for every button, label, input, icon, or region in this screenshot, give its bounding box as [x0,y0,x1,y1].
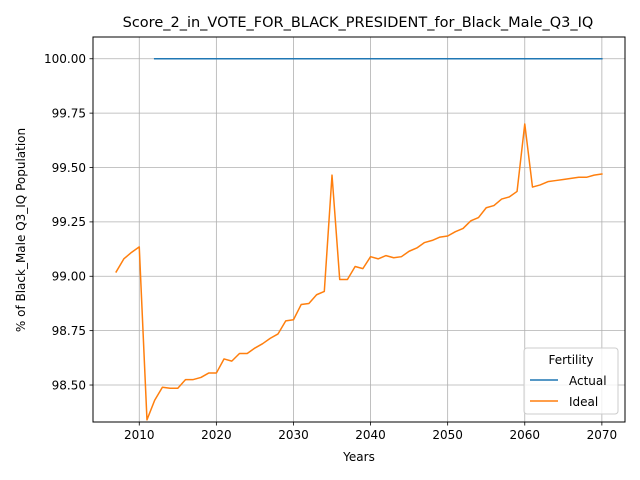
y-tick-label: 100.00 [44,52,86,66]
x-tick-label: 2010 [124,428,155,442]
y-tick-label: 98.75 [52,324,86,338]
legend-title: Fertility [548,353,593,367]
chart-title: Score_2_in_VOTE_FOR_BLACK_PRESIDENT_for_… [123,15,594,31]
series-layer [115,58,603,421]
x-tick-label: 2030 [278,428,309,442]
x-tick-label: 2050 [432,428,463,442]
legend-label-ideal: Ideal [569,395,598,409]
legend-box [523,347,619,415]
x-tick-label: 2040 [355,428,386,442]
y-tick-label: 99.25 [52,215,86,229]
legend: Fertility Actual Ideal [523,347,619,415]
y-tick-label: 98.50 [52,378,86,392]
x-axis-label: Years [342,450,375,464]
y-axis-label: % of Black_Male Q3_IQ Population [14,128,28,332]
y-axis: 98.50 98.75 99.00 99.25 99.50 99.75 100.00 [44,52,93,392]
series-line-ideal [115,123,603,421]
plot-frame [92,36,626,423]
y-tick-label: 99.00 [52,270,86,284]
x-tick-label: 2060 [509,428,540,442]
y-tick-label: 99.75 [52,106,86,120]
x-axis: 2010 2020 2030 2040 2050 2060 2070 [124,422,617,442]
x-tick-label: 2070 [587,428,618,442]
legend-label-actual: Actual [569,374,607,388]
x-tick-label: 2020 [201,428,232,442]
y-tick-label: 99.50 [52,161,86,175]
